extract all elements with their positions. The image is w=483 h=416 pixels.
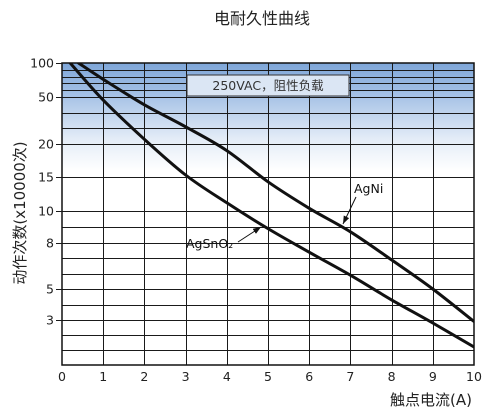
- x-tick-label: 10: [466, 369, 482, 384]
- x-tick-label: 6: [305, 369, 313, 384]
- x-axis-ticks: 0 1 2 3 4 5 6 7 8 9 10: [58, 369, 482, 384]
- y-axis-ticks: 100 50 20 15 10 8 5 3: [30, 56, 62, 328]
- y-axis-label: 动作次数(x10000次): [11, 141, 29, 284]
- y-tick-label: 15: [38, 170, 54, 185]
- y-tick-label: 20: [38, 137, 54, 152]
- x-tick-label: 7: [346, 369, 354, 384]
- agni-leader-arrow: [342, 196, 357, 225]
- x-tick-label: 2: [140, 369, 148, 384]
- x-tick-label: 8: [388, 369, 396, 384]
- condition-annotation: 250VAC，阻性负载: [186, 74, 350, 97]
- x-tick-label: 4: [223, 369, 231, 384]
- agsno2-leader-arrow: [237, 226, 262, 243]
- series-lines: [68, 63, 474, 349]
- y-tick-label: 50: [38, 90, 54, 105]
- y-tick-label: 100: [30, 56, 54, 71]
- x-tick-label: 9: [429, 369, 437, 384]
- plot-frame: [61, 62, 475, 366]
- chart-title: 电耐久性曲线: [214, 9, 310, 28]
- series-line-0: [77, 63, 474, 323]
- x-tick-label: 5: [264, 369, 272, 384]
- x-tick-label: 0: [58, 369, 66, 384]
- x-axis-label: 触点电流(A): [390, 391, 472, 409]
- annotation-text: 250VAC，阻性负载: [212, 78, 324, 93]
- y-tick-label: 8: [46, 236, 54, 251]
- series-label-agsno2: AgSnO₂: [186, 236, 233, 251]
- series-line-1: [68, 63, 474, 349]
- y-tick-label: 5: [46, 282, 54, 297]
- annotation-box: [186, 74, 350, 97]
- y-tick-label: 10: [38, 204, 54, 219]
- x-tick-label: 1: [99, 369, 107, 384]
- x-tick-label: 3: [182, 369, 190, 384]
- series-label-agni: AgNi: [354, 181, 383, 196]
- y-tick-label: 3: [46, 313, 54, 328]
